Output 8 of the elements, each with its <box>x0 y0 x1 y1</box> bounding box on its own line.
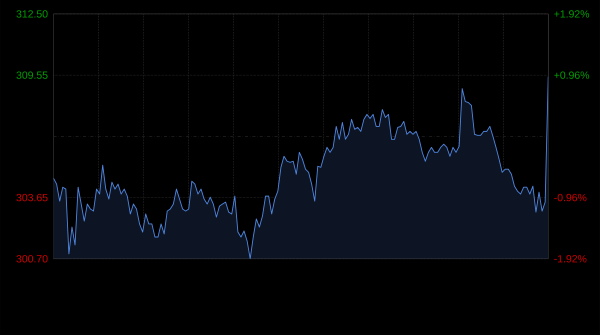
y-tick-label: 303.65 <box>16 194 48 202</box>
y-tick-label: 300.70 <box>16 254 48 262</box>
y2-tick-label: +0.96% <box>554 71 590 79</box>
y-tick-label: 309.55 <box>16 71 48 79</box>
y2-tick-label: -1.92% <box>554 254 586 262</box>
y2-tick-label: -0.96% <box>554 194 586 202</box>
y2-tick-label: +1.92% <box>554 10 590 18</box>
y-tick-label: 312.50 <box>16 10 48 18</box>
